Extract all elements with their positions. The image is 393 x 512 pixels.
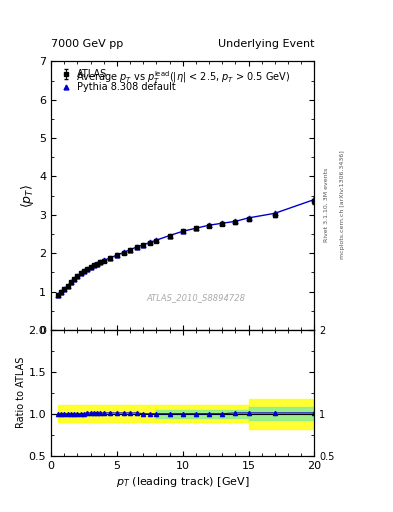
Y-axis label: Ratio to ATLAS: Ratio to ATLAS bbox=[16, 357, 26, 429]
Text: Underlying Event: Underlying Event bbox=[218, 38, 314, 49]
Text: Rivet 3.1.10, 3M events: Rivet 3.1.10, 3M events bbox=[324, 167, 329, 242]
Text: Average $p_T$ vs $p_T^{\mathrm{lead}}$($|\eta|$ < 2.5, $p_T$ > 0.5 GeV): Average $p_T$ vs $p_T^{\mathrm{lead}}$($… bbox=[75, 70, 290, 87]
Text: 7000 GeV pp: 7000 GeV pp bbox=[51, 38, 123, 49]
Legend: ATLAS, Pythia 8.308 default: ATLAS, Pythia 8.308 default bbox=[56, 66, 179, 95]
Text: mcplots.cern.ch [arXiv:1306.3436]: mcplots.cern.ch [arXiv:1306.3436] bbox=[340, 151, 345, 259]
Y-axis label: $\langle p_T \rangle$: $\langle p_T \rangle$ bbox=[19, 183, 36, 208]
Text: ATLAS_2010_S8894728: ATLAS_2010_S8894728 bbox=[147, 293, 245, 302]
X-axis label: $p_T$ (leading track) [GeV]: $p_T$ (leading track) [GeV] bbox=[116, 475, 250, 489]
